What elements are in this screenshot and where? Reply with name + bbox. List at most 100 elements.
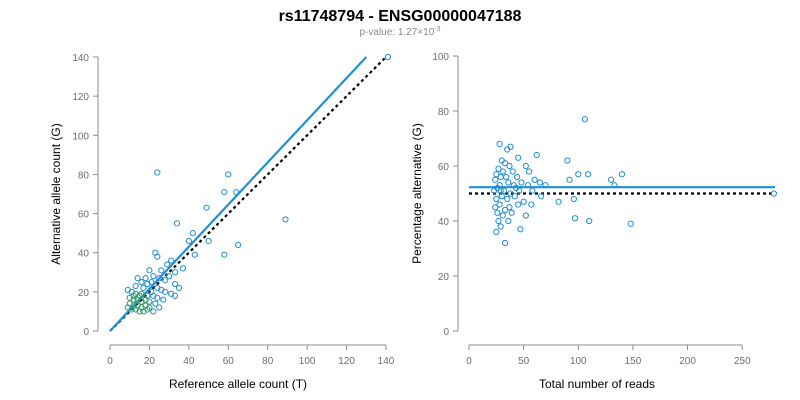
- data-point: [570, 195, 578, 203]
- y-tick-label: 80: [78, 170, 90, 181]
- data-point: [492, 176, 499, 183]
- x-tick-label: 60: [223, 356, 235, 367]
- data-point: [164, 261, 171, 268]
- data-point: [497, 173, 504, 181]
- data-point: [528, 201, 535, 208]
- data-point: [221, 188, 228, 196]
- y-axis-label: Alternative allele count (G): [49, 123, 63, 264]
- data-point: [627, 220, 634, 227]
- data-point: [495, 165, 502, 172]
- data-point: [124, 304, 131, 311]
- y-tick-label: 40: [438, 217, 450, 228]
- x-tick-label: 80: [262, 356, 274, 367]
- data-point: [148, 278, 155, 286]
- data-point: [144, 306, 151, 313]
- data-point: [142, 275, 149, 282]
- data-point: [515, 201, 522, 208]
- data-point: [156, 275, 163, 282]
- data-point: [191, 251, 198, 258]
- data-point: [158, 267, 165, 274]
- data-point: [503, 173, 510, 181]
- data-point: [171, 292, 179, 299]
- x-tick-label: 120: [338, 356, 355, 367]
- data-point: [611, 182, 618, 189]
- data-point: [501, 206, 509, 214]
- data-point: [136, 308, 143, 315]
- data-point: [221, 251, 228, 258]
- data-point: [531, 176, 538, 183]
- x-tick-label: 40: [183, 356, 195, 367]
- data-point: [585, 171, 592, 178]
- data-point: [507, 190, 514, 197]
- data-point: [522, 212, 529, 219]
- data-point: [171, 269, 179, 276]
- reference-dotted-line: [109, 56, 387, 332]
- y-tick-label: 60: [438, 162, 450, 173]
- data-point: [586, 217, 593, 225]
- data-point: [205, 237, 212, 245]
- data-point: [522, 162, 529, 170]
- data-point: [168, 257, 175, 264]
- data-point: [495, 217, 502, 225]
- data-point: [505, 179, 512, 186]
- data-point: [493, 195, 500, 203]
- data-point: [498, 157, 505, 164]
- data-point: [506, 162, 513, 170]
- data-point: [520, 198, 527, 205]
- y-tick-label: 0: [443, 327, 449, 338]
- data-point: [517, 226, 524, 233]
- y-tick-label: 100: [432, 52, 449, 63]
- y-tick-label: 0: [83, 327, 89, 338]
- data-point: [136, 292, 143, 299]
- data-point: [138, 278, 145, 286]
- data-point: [511, 193, 519, 200]
- data-point: [158, 286, 165, 293]
- data-point: [513, 173, 521, 181]
- x-tick-label: 150: [625, 356, 642, 367]
- data-point: [512, 184, 520, 192]
- data-point: [154, 253, 161, 260]
- data-point: [179, 265, 187, 272]
- data-point: [160, 296, 167, 303]
- data-point: [132, 282, 139, 290]
- x-axis-label: Reference allele count (T): [169, 377, 307, 391]
- x-tick-label: 140: [378, 356, 395, 367]
- data-point: [150, 273, 157, 280]
- x-axis-label: Total number of reads: [539, 377, 655, 391]
- x-tick-label: 200: [679, 356, 696, 367]
- x-tick-label: 50: [518, 356, 530, 367]
- chart-title: rs11748794 - ENSG00000047188: [279, 8, 522, 25]
- data-point: [175, 284, 183, 292]
- y-tick-label: 20: [438, 272, 450, 283]
- data-point: [501, 239, 509, 247]
- data-point: [506, 204, 513, 211]
- y-tick-label: 40: [78, 249, 90, 260]
- data-point: [130, 292, 137, 299]
- data-point: [564, 157, 571, 164]
- data-point: [235, 241, 242, 248]
- x-tick-label: 0: [466, 356, 472, 367]
- data-point: [134, 275, 141, 282]
- data-point: [150, 308, 157, 315]
- data-point: [146, 298, 153, 305]
- data-point: [497, 223, 504, 230]
- x-tick-label: 100: [570, 356, 587, 367]
- data-point: [146, 304, 153, 311]
- data-point: [504, 195, 511, 203]
- data-point: [138, 290, 145, 297]
- right-scatter-panel: 0 50 100 150 200 250 0 20 40 60 80 100 Total number …: [410, 52, 778, 391]
- x-tick-label: 100: [299, 356, 316, 367]
- data-point: [494, 209, 501, 216]
- y-tick-label: 80: [438, 107, 450, 118]
- data-point: [152, 300, 159, 307]
- subtitle-text: p-value: 1.27×10: [359, 27, 434, 38]
- data-point: [185, 237, 192, 245]
- data-point: [500, 187, 508, 194]
- data-point: [526, 168, 533, 175]
- data-point: [233, 188, 240, 196]
- data-point: [154, 169, 161, 176]
- data-point: [538, 193, 545, 200]
- data-point: [491, 187, 498, 194]
- subtitle-exponent: -3: [434, 26, 440, 33]
